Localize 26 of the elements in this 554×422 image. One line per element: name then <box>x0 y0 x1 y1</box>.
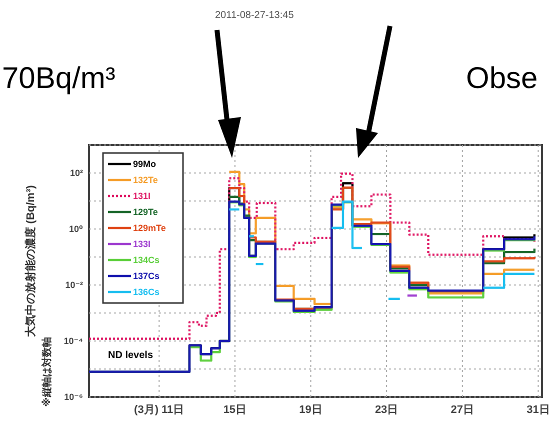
text: 2011-08-27-13:45 <box>215 10 294 21</box>
y-tick-label: 10⁰ <box>69 224 84 234</box>
legend-label: 137Cs <box>133 271 160 282</box>
y-tick-label: 10⁻⁴ <box>64 336 83 346</box>
x-tick-label: 31日 <box>526 404 550 416</box>
legend-label: 133I <box>133 239 151 250</box>
y-tick-label: 10² <box>70 168 83 178</box>
legend-label: 132Te <box>133 175 158 186</box>
legend-label: 136Cs <box>133 287 160 298</box>
x-tick-label: 19日 <box>299 404 322 416</box>
x-tick-label: 15日 <box>223 404 247 416</box>
legend-label: 99Mo <box>133 159 157 170</box>
x-tick-label: (3月) 11日 <box>134 404 184 416</box>
legend-label: 134Cs <box>133 255 160 266</box>
x-tick-label: 23日 <box>374 404 398 416</box>
text: ※縦軸は対数軸 <box>41 337 53 407</box>
y-tick-label: 10⁻⁶ <box>64 392 83 402</box>
x-tick-label: 27日 <box>450 404 474 416</box>
legend-label: 129Te <box>133 207 158 218</box>
text: 70Bq/m³ <box>2 62 116 95</box>
legend-label: 131I <box>133 191 151 202</box>
annotation: ND levels <box>108 350 154 361</box>
y-tick-label: 10⁻² <box>65 280 83 290</box>
y-axis-title: 大気中の放射能の濃度 (Bq/m³) <box>24 184 37 337</box>
legend-label: 129mTe <box>133 223 166 234</box>
text: Obse <box>466 62 538 95</box>
